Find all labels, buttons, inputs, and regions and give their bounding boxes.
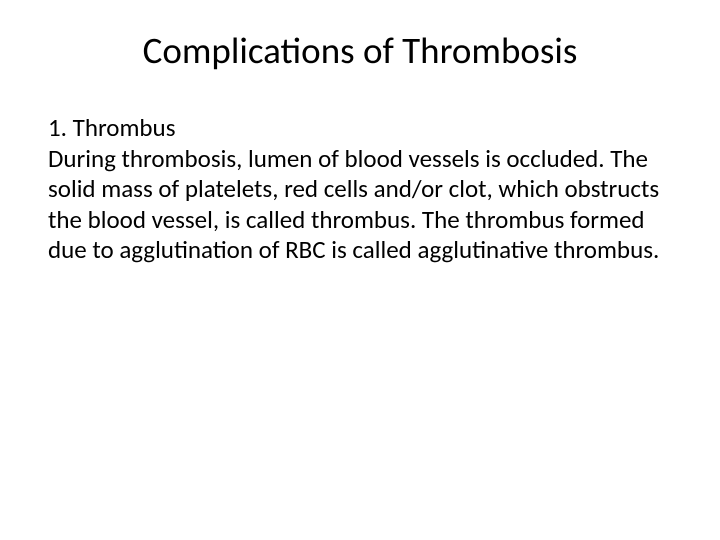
slide-container: Complications of Thrombosis 1. Thrombus … [0, 0, 720, 540]
body-heading: 1. Thrombus [48, 113, 672, 144]
slide-title: Complications of Thrombosis [48, 28, 672, 73]
slide-body: 1. Thrombus During thrombosis, lumen of … [48, 113, 672, 266]
body-paragraph: During thrombosis, lumen of blood vessel… [48, 144, 672, 266]
